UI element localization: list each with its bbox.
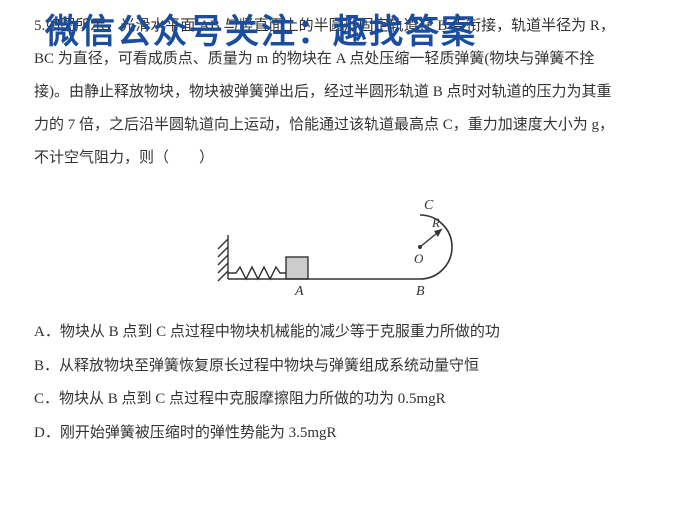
- option-a: A．物块从 B 点到 C 点过程中物块机械能的减少等于克服重力所做的功: [34, 317, 666, 349]
- label-c: C: [424, 198, 434, 213]
- problem-line-3: 接)。由静止释放物块，物块被弹簧弹出后，经过半圆形轨道 B 点时对轨道的压力为其…: [34, 76, 666, 109]
- options-block: A．物块从 B 点到 C 点过程中物块机械能的减少等于克服重力所做的功 B．从释…: [34, 317, 666, 449]
- problem-line-4: 力的 7 倍，之后沿半圆轨道向上运动，恰能通过该轨道最高点 C，重力加速度大小为…: [34, 109, 666, 142]
- option-b: B．从释放物块至弹簧恢复原长过程中物块与弹簧组成系统动量守恒: [34, 351, 666, 383]
- block-icon: [286, 257, 308, 279]
- label-a: A: [294, 284, 304, 299]
- wall-icon: [218, 235, 228, 281]
- option-c: C．物块从 B 点到 C 点过程中克服摩擦阻力所做的功为 0.5mgR: [34, 384, 666, 416]
- watermark-text: 微信公众号关注：趣找答案: [45, 4, 477, 53]
- problem-line-5: 不计空气阻力，则（ ）: [34, 142, 666, 175]
- spring-icon: [228, 267, 286, 279]
- option-d: D．刚开始弹簧被压缩时的弹性势能为 3.5mgR: [34, 418, 666, 450]
- label-r: R: [431, 215, 440, 230]
- label-b: B: [416, 284, 425, 299]
- label-o: O: [414, 251, 424, 266]
- physics-diagram: A B C O R: [34, 183, 666, 303]
- radius-arrowhead: [434, 229, 442, 237]
